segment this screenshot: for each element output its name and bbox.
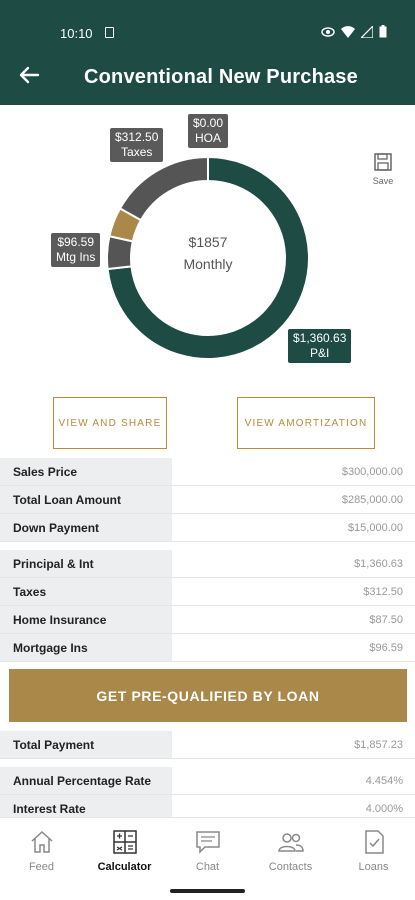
table-row: Annual Percentage Rate 4.454% xyxy=(0,767,415,795)
mtg-ins-tag-amount: $96.59 xyxy=(57,235,95,249)
row-value: $300,000.00 xyxy=(341,465,403,478)
bottom-nav: Feed Calculator Chat Contacts Loans xyxy=(0,817,415,900)
row-label: Sales Price xyxy=(0,458,172,485)
row-value: $1,360.63 xyxy=(354,557,403,570)
row-value: $312.50 xyxy=(363,585,403,598)
nav-label: Calculator xyxy=(97,861,152,873)
table-row: Principal & Int $1,360.63 xyxy=(0,550,415,578)
contacts-icon xyxy=(277,833,304,852)
row-label: Mortgage Ins xyxy=(0,634,172,661)
hoa-tag-amount: $0.00 xyxy=(193,116,224,130)
nav-item-loans[interactable]: Loans xyxy=(332,830,415,873)
row-label: Home Insurance xyxy=(0,606,172,633)
view-and-share-button[interactable]: VIEW AND SHARE xyxy=(53,397,167,449)
status-icons xyxy=(321,23,387,41)
row-value: $96.59 xyxy=(369,641,403,654)
back-arrow-icon[interactable] xyxy=(18,64,44,90)
nav-item-contacts[interactable]: Contacts xyxy=(249,830,332,873)
row-value: $285,000.00 xyxy=(341,493,403,506)
row-label: Down Payment xyxy=(0,514,172,541)
nav-item-calculator[interactable]: Calculator xyxy=(83,830,166,873)
save-label: Save xyxy=(372,176,394,186)
home-icon xyxy=(30,830,53,853)
hoa-tag-name: HOA xyxy=(195,131,222,145)
title-bar: Conventional New Purchase xyxy=(0,62,415,96)
nav-label: Contacts xyxy=(268,861,313,873)
mtg-ins-tag: $96.59 Mtg Ins xyxy=(51,233,101,267)
row-value: $87.50 xyxy=(369,613,403,626)
wifi-icon xyxy=(341,25,355,41)
row-label: Annual Percentage Rate xyxy=(0,767,172,794)
save-icon xyxy=(374,153,392,171)
total-payment-row: Total Payment $1,857.23 xyxy=(0,731,415,759)
table-row: Sales Price $300,000.00 xyxy=(0,458,415,486)
chart-center-label: Monthly xyxy=(183,256,233,272)
donut-slice-taxes xyxy=(118,155,209,222)
mtg-ins-tag-name: Mtg Ins xyxy=(56,250,96,264)
row-value: $1,857.23 xyxy=(354,738,403,751)
row-value: 4.454% xyxy=(365,774,403,787)
app-header: 10:10 Conventional New P xyxy=(0,0,415,105)
table-row: Home Insurance $87.50 xyxy=(0,606,415,634)
row-label: Total Payment xyxy=(0,731,172,758)
taxes-tag: $312.50 Taxes xyxy=(110,128,164,162)
status-bar: 10:10 xyxy=(0,22,415,44)
donut-slice-p-i xyxy=(106,155,310,360)
table-row: Taxes $312.50 xyxy=(0,578,415,606)
pi-tag-amount: $1,360.63 xyxy=(293,331,347,345)
row-label: Taxes xyxy=(0,578,172,605)
calculator-icon xyxy=(112,830,137,854)
table-row: Down Payment $15,000.00 xyxy=(0,514,415,542)
eye-icon xyxy=(321,26,335,41)
payment-donut-chart xyxy=(106,155,310,360)
nav-label: Loans xyxy=(358,861,389,873)
status-time: 10:10 xyxy=(60,26,93,41)
get-pre-qualified-button[interactable]: GET PRE-QUALIFIED BY LOAN xyxy=(9,669,407,722)
view-amortization-button[interactable]: VIEW AMORTIZATION xyxy=(237,397,375,449)
row-value: $15,000.00 xyxy=(347,521,403,534)
row-label: Principal & Int xyxy=(0,550,172,577)
chart-center-amount: $1857 xyxy=(188,234,228,250)
nav-label: Chat xyxy=(195,861,220,873)
save-button[interactable]: Save xyxy=(368,152,398,186)
table-row: Total Loan Amount $285,000.00 xyxy=(0,486,415,514)
taxes-tag-amount: $312.50 xyxy=(115,130,159,144)
pi-tag: $1,360.63 P&I xyxy=(288,329,352,363)
row-label: Total Loan Amount xyxy=(0,486,172,513)
hoa-tag: $0.00 HOA xyxy=(188,114,229,148)
table-row: Mortgage Ins $96.59 xyxy=(0,634,415,662)
signal-icon xyxy=(359,23,374,41)
nav-item-chat[interactable]: Chat xyxy=(166,830,249,873)
nav-label: Feed xyxy=(28,861,55,873)
page-title: Conventional New Purchase xyxy=(84,66,358,88)
chat-icon xyxy=(195,831,220,854)
row-value: 4.000% xyxy=(365,802,403,815)
home-indicator xyxy=(170,889,245,893)
taxes-tag-name: Taxes xyxy=(121,145,153,159)
document-icon xyxy=(364,830,384,854)
pi-tag-name: P&I xyxy=(310,346,330,360)
sim-card-icon xyxy=(105,27,114,38)
battery-icon xyxy=(379,25,387,41)
nav-item-feed[interactable]: Feed xyxy=(0,830,83,873)
